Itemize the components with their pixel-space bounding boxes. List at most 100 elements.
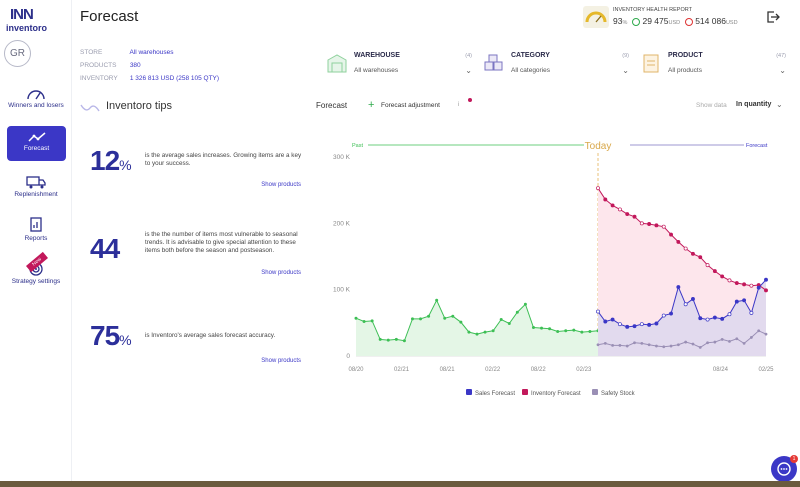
show-data-label: Show data bbox=[696, 102, 727, 109]
sales-point bbox=[603, 319, 608, 324]
warehouse-filter-title: WAREHOUSE bbox=[354, 52, 400, 59]
positive-icon bbox=[632, 17, 641, 26]
show-products-link[interactable]: Show products bbox=[261, 182, 301, 188]
legend-label: Inventory Forecast bbox=[531, 391, 581, 397]
inventory-health-report[interactable]: INVENTORY HEALTH REPORT 93% 29 475USD 51… bbox=[583, 6, 743, 30]
history-point bbox=[467, 330, 471, 334]
chevron-down-icon: ⌄ bbox=[622, 66, 629, 75]
tip-number: 44 bbox=[90, 233, 120, 265]
category-filter-count: (9) bbox=[622, 53, 629, 59]
history-point bbox=[394, 337, 398, 341]
tip-item: 75% is Inventoro's average sales forecas… bbox=[80, 320, 305, 370]
page-title: Forecast bbox=[80, 8, 139, 25]
inventory-point bbox=[625, 212, 630, 216]
history-point bbox=[483, 330, 487, 334]
sales-point bbox=[610, 317, 615, 322]
sales-point bbox=[669, 311, 673, 316]
logout-icon[interactable] bbox=[766, 10, 780, 24]
x-tick-label: 02/25 bbox=[758, 367, 774, 373]
history-point bbox=[572, 328, 576, 332]
chat-badge: 1 bbox=[790, 455, 798, 463]
inventoro-logo[interactable]: INN inventoro bbox=[6, 6, 66, 33]
negative-unit: USD bbox=[725, 20, 738, 26]
history-point bbox=[564, 329, 568, 333]
inventory-point bbox=[669, 232, 673, 237]
inventory-point bbox=[647, 222, 652, 226]
inventory-point bbox=[617, 207, 622, 212]
plus-icon[interactable]: + bbox=[368, 99, 375, 111]
sales-point bbox=[742, 298, 747, 303]
history-point bbox=[499, 318, 503, 322]
safety-point bbox=[764, 332, 768, 336]
show-products-link[interactable]: Show products bbox=[261, 358, 301, 364]
y-tick-label: 300 K bbox=[333, 154, 351, 161]
forecast-chart: 300 K 200 K 100 K 0 Past Forecast Today 08/20 02… bbox=[333, 141, 774, 397]
category-filter-value: All categories bbox=[511, 67, 551, 74]
category-filter[interactable]: CATEGORY (9) All categories ⌄ bbox=[483, 50, 629, 80]
forecast-label: Forecast bbox=[746, 143, 768, 149]
info-icon[interactable]: i bbox=[458, 102, 460, 108]
info-store: STORE All warehouses bbox=[80, 49, 174, 56]
inventory-area bbox=[598, 188, 766, 356]
show-products-link[interactable]: Show products bbox=[261, 270, 301, 276]
history-point bbox=[402, 339, 406, 343]
safety-point bbox=[640, 341, 644, 345]
trend-line-icon bbox=[27, 132, 45, 142]
history-point bbox=[588, 329, 592, 333]
show-data-select[interactable]: In quantity bbox=[736, 101, 772, 108]
safety-point bbox=[669, 344, 673, 348]
today-label: Today bbox=[585, 141, 612, 152]
sidebar-item-forecast[interactable]: Forecast bbox=[7, 126, 66, 161]
forecast-adjustment-button[interactable]: Forecast adjustment bbox=[381, 102, 440, 109]
tip-number: 75% bbox=[90, 320, 132, 352]
x-tick-label: 02/23 bbox=[576, 367, 592, 373]
history-point bbox=[491, 329, 495, 333]
history-point bbox=[378, 337, 382, 341]
tip-number-unit: % bbox=[119, 157, 131, 173]
safety-point bbox=[625, 344, 629, 348]
history-point bbox=[507, 321, 511, 325]
sales-point bbox=[617, 322, 622, 327]
bottom-strip bbox=[0, 481, 800, 487]
history-point bbox=[556, 329, 560, 333]
category-filter-title: CATEGORY bbox=[511, 52, 550, 59]
tips-title: Inventoro tips bbox=[106, 100, 173, 112]
safety-point bbox=[633, 341, 636, 345]
safety-point bbox=[742, 341, 746, 345]
health-gauge-icon bbox=[583, 6, 609, 28]
history-point bbox=[531, 325, 535, 329]
x-tick-label: 08/22 bbox=[531, 367, 547, 373]
sidebar-item-winners-losers[interactable]: Winners and losers bbox=[0, 88, 72, 109]
avatar[interactable]: GR bbox=[4, 40, 31, 67]
tip-text: is the the number of items most vulnerab… bbox=[145, 231, 298, 254]
products-value: 380 bbox=[129, 62, 141, 69]
product-filter[interactable]: PRODUCT (47) All products ⌄ bbox=[640, 50, 786, 80]
chat-button[interactable] bbox=[771, 456, 797, 482]
legend-label: Sales Forecast bbox=[475, 391, 515, 397]
inventory-point bbox=[734, 281, 739, 285]
warehouse-filter[interactable]: WAREHOUSE (4) All warehouses ⌄ bbox=[326, 50, 472, 80]
tip-item: 44 is the the number of items most vulne… bbox=[80, 230, 305, 280]
positive-unit: USD bbox=[668, 20, 681, 26]
inventory-point bbox=[764, 288, 768, 293]
y-tick-label: 0 bbox=[346, 353, 350, 360]
safety-point bbox=[596, 343, 600, 347]
inventory-point bbox=[683, 246, 688, 251]
chevron-down-icon[interactable]: ⌄ bbox=[776, 100, 783, 109]
safety-point bbox=[684, 340, 688, 344]
sidebar-item-replenishment[interactable]: Replenishment bbox=[0, 175, 72, 198]
sidebar-item-label: Winners and losers bbox=[8, 102, 64, 109]
sidebar-item-reports[interactable]: Reports bbox=[0, 217, 72, 242]
safety-point bbox=[749, 336, 753, 339]
tip-number-value: 44 bbox=[90, 233, 120, 264]
speedometer-icon bbox=[27, 90, 45, 100]
health-report-title: INVENTORY HEALTH REPORT bbox=[613, 7, 692, 13]
inventory-point bbox=[712, 269, 717, 274]
chat-icon bbox=[777, 462, 791, 476]
inventory-point bbox=[705, 263, 710, 268]
tip-number-value: 75 bbox=[90, 320, 120, 351]
x-tick-label: 08/20 bbox=[348, 367, 364, 373]
safety-point bbox=[757, 329, 761, 333]
sales-point bbox=[727, 312, 732, 317]
inventory-value: 1 326 813 USD (258 105 QTY) bbox=[129, 75, 220, 82]
